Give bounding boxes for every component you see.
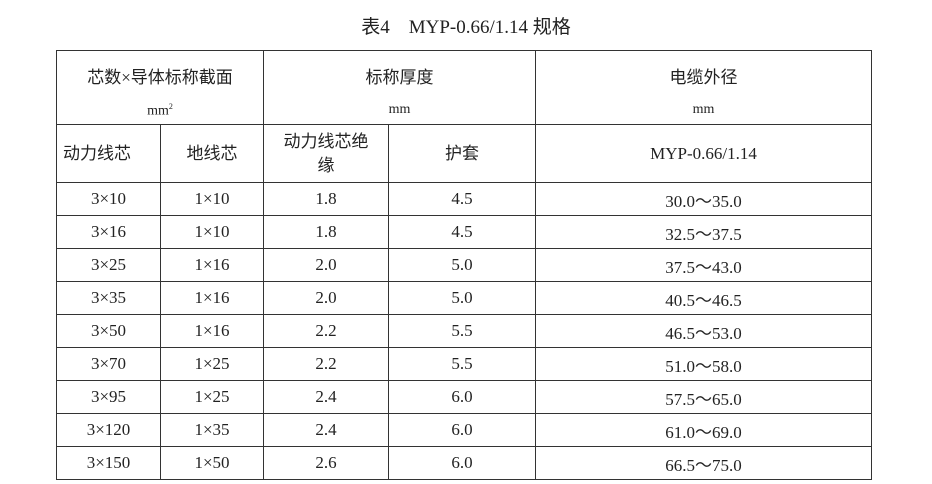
data-cell: 30.0～35.0 [535,182,872,216]
data-cell: 3×120 [56,413,161,447]
table-title: 表4 MYP-0.66/1.14 规格 [361,17,571,38]
header-unit: mm [692,102,715,117]
data-row: 3×120 1×35 2.4 6.0 61.0～69.0 [56,413,872,447]
data-cell: 1.8 [263,215,389,249]
data-cell: 1×16 [160,248,264,282]
header-unit: mm [388,102,411,117]
data-row: 3×95 1×25 2.4 6.0 57.5～65.0 [56,380,872,414]
data-cell: 6.0 [388,413,536,447]
data-cell: 3×95 [56,380,161,414]
data-cell: 2.2 [263,314,389,348]
data-cell: 32.5～37.5 [535,215,872,249]
data-row: 3×10 1×10 1.8 4.5 30.0～35.0 [56,182,872,216]
unit-sup: 2 [168,102,173,111]
data-row: 3×16 1×10 1.8 4.5 32.5～37.5 [56,215,872,249]
data-cell: 1×50 [160,446,264,480]
data-cell: 51.0～58.0 [535,347,872,381]
data-row: 3×70 1×25 2.2 5.5 51.0～58.0 [56,347,872,381]
data-cell: 2.4 [263,380,389,414]
subheader-cell: 地线芯 [160,124,264,183]
subheader-cell: 动力线芯 [56,124,161,183]
data-cell: 57.5～65.0 [535,380,872,414]
data-cell: 3×25 [56,248,161,282]
header-cell: 电缆外径 mm [535,50,872,125]
header-cell: 芯数×导体标称截面 mm2 [56,50,264,125]
data-cell: 1×25 [160,347,264,381]
data-cell: 5.5 [388,314,536,348]
data-cell: 6.0 [388,446,536,480]
header-label: 标称厚度 [365,68,434,87]
data-cell: 3×10 [56,182,161,216]
data-cell: 40.5～46.5 [535,281,872,315]
data-cell: 61.0～69.0 [535,413,872,447]
header-label: 芯数×导体标称截面 [87,68,233,87]
data-cell: 66.5～75.0 [535,446,872,480]
data-row: 3×150 1×50 2.6 6.0 66.5～75.0 [56,446,872,480]
unit-text: mm [147,103,169,119]
data-cell: 2.4 [263,413,389,447]
data-cell: 1.8 [263,182,389,216]
data-cell: 2.0 [263,281,389,315]
data-cell: 3×70 [56,347,161,381]
data-cell: 1×10 [160,182,264,216]
data-cell: 1×16 [160,314,264,348]
data-cell: 2.0 [263,248,389,282]
header-row: 芯数×导体标称截面 mm2 标称厚度 mm 电缆外径 mm [56,50,872,125]
data-row: 3×35 1×16 2.0 5.0 40.5～46.5 [56,281,872,315]
data-cell: 5.0 [388,248,536,282]
data-row: 3×50 1×16 2.2 5.5 46.5～53.0 [56,314,872,348]
data-cell: 6.0 [388,380,536,414]
data-cell: 46.5～53.0 [535,314,872,348]
data-cell: 3×16 [56,215,161,249]
data-cell: 2.6 [263,446,389,480]
header-cell: 标称厚度 mm [263,50,536,125]
data-cell: 2.2 [263,347,389,381]
subheader-cell: 护套 [388,124,536,183]
spec-table: 芯数×导体标称截面 mm2 标称厚度 mm 电缆外径 mm 动力线芯 地线芯 动力线芯… [56,50,872,480]
data-cell: 3×35 [56,281,161,315]
data-cell: 3×50 [56,314,161,348]
data-cell: 1×10 [160,215,264,249]
data-cell: 37.5～43.0 [535,248,872,282]
data-cell: 1×16 [160,281,264,315]
data-cell: 1×25 [160,380,264,414]
data-cell: 5.5 [388,347,536,381]
subheader-row: 动力线芯 地线芯 动力线芯绝缘 护套 MYP-0.66/1.14 [56,124,872,183]
data-cell: 4.5 [388,215,536,249]
data-row: 3×25 1×16 2.0 5.0 37.5～43.0 [56,248,872,282]
data-cell: 5.0 [388,281,536,315]
table-body: 芯数×导体标称截面 mm2 标称厚度 mm 电缆外径 mm 动力线芯 地线芯 动力线芯… [56,50,872,480]
subheader-cell: 动力线芯绝缘 [263,124,389,183]
header-label: 电缆外径 [669,68,738,87]
header-unit: mm2 [57,102,263,120]
subheader-cell: MYP-0.66/1.14 [535,124,872,183]
data-cell: 1×35 [160,413,264,447]
data-cell: 3×150 [56,446,161,480]
subheader-text: 动力线芯绝缘 [283,131,369,175]
data-cell: 4.5 [388,182,536,216]
